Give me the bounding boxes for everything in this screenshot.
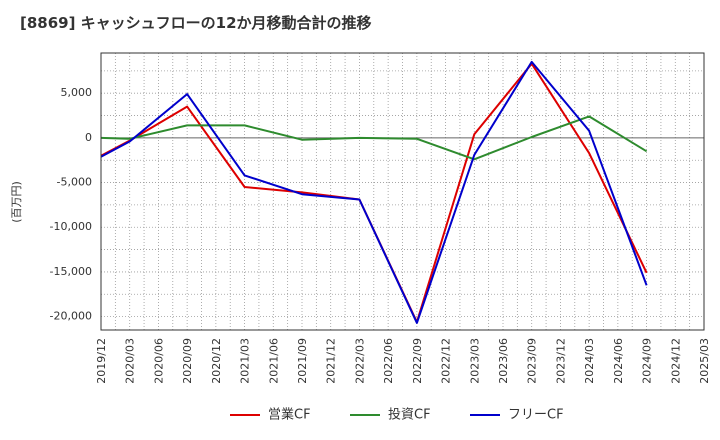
x-tick-label: 2025/03 xyxy=(698,338,711,384)
x-tick-label: 2021/09 xyxy=(296,338,309,384)
x-tick-label: 2022/09 xyxy=(411,338,424,384)
grid-layer xyxy=(101,53,704,330)
chart-title: [8869] キャッシュフローの12か月移動合計の推移 xyxy=(20,14,372,32)
x-tick-label: 2024/12 xyxy=(669,338,682,384)
x-tick-label: 2020/06 xyxy=(152,338,165,384)
x-tick-labels: 2019/12 2020/03 2020/06 2020/09 2020/12 2021/… xyxy=(95,338,711,384)
x-tick-label: 2023/06 xyxy=(497,338,510,384)
x-tick-label: 2024/09 xyxy=(641,338,654,384)
x-tick-label: 2021/03 xyxy=(239,338,252,384)
x-tick-label: 2020/03 xyxy=(124,338,137,384)
legend-label: 投資CF xyxy=(388,407,431,423)
x-tick-label: 2024/03 xyxy=(583,338,596,384)
x-tick-label: 2023/09 xyxy=(526,338,539,384)
series-line-3 xyxy=(100,60,648,324)
plot-border xyxy=(100,52,705,331)
x-tick-label: 2021/06 xyxy=(267,338,280,384)
legend-label: 営業CF xyxy=(268,407,311,423)
y-tick-labels: 5,000 0 -5,000 -10,000 -15,000 -20,000 xyxy=(50,86,92,322)
x-tick-label: 2019/12 xyxy=(95,338,108,384)
y-tick-label: -15,000 xyxy=(50,265,92,278)
x-tick-label: 2022/06 xyxy=(382,338,395,384)
y-tick-label: -20,000 xyxy=(50,310,92,323)
x-tick-label: 2023/12 xyxy=(554,338,567,384)
x-tick-label: 2020/09 xyxy=(181,338,194,384)
x-tick-label: 2022/03 xyxy=(353,338,366,384)
x-tick-label: 2023/03 xyxy=(468,338,481,384)
legend-label: フリーCF xyxy=(508,408,564,423)
x-tick-label: 2020/12 xyxy=(210,338,223,384)
y-tick-label: -10,000 xyxy=(50,220,92,233)
y-tick-label: 0 xyxy=(85,131,92,144)
legend: 営業CF 投資CF フリーCF xyxy=(230,407,564,423)
y-tick-label: -5,000 xyxy=(57,176,92,189)
x-tick-label: 2021/12 xyxy=(325,338,338,384)
series-layer xyxy=(100,60,648,324)
x-tick-label: 2024/06 xyxy=(612,338,625,384)
y-tick-label: 5,000 xyxy=(61,86,93,99)
series-line-2 xyxy=(100,115,648,161)
x-tick-label: 2022/12 xyxy=(440,338,453,384)
y-axis-label: (百万円) xyxy=(10,181,23,223)
